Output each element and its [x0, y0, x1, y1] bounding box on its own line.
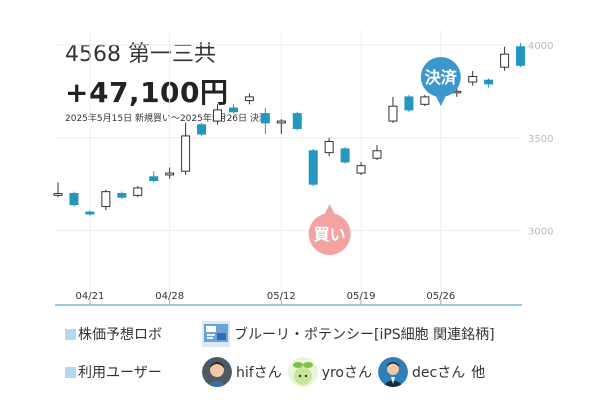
candle-body	[85, 211, 95, 215]
candle-body	[356, 165, 366, 174]
user-hif[interactable]: hifさん	[202, 357, 282, 387]
candle-body	[468, 75, 478, 83]
users-row: 利用ユーザー hifさん yroさん	[65, 357, 485, 387]
candle	[181, 122, 191, 175]
candle-body	[324, 140, 334, 154]
y-tick-label: 4000	[528, 41, 553, 52]
candle-body	[213, 109, 222, 122]
candle	[165, 167, 175, 179]
candle-body	[165, 172, 175, 176]
candle-body	[101, 191, 111, 208]
robot-label: 株価予想ロボ	[78, 327, 162, 343]
users-label: 利用ユーザー	[78, 365, 162, 381]
candle	[372, 145, 382, 161]
candle-body	[117, 193, 127, 198]
user-name[interactable]: yroさん	[321, 365, 373, 381]
candle-body	[197, 124, 207, 135]
candle	[69, 191, 79, 207]
robot-name-link[interactable]: ブルーリ・ポテンシー[iPS細胞 関連銘柄]	[234, 327, 495, 343]
candle-body	[260, 113, 270, 124]
x-tick-label: 05/12	[267, 291, 296, 302]
candle	[149, 171, 159, 183]
candle	[260, 108, 270, 135]
candle-body	[181, 135, 191, 172]
candle-body	[340, 148, 350, 163]
sell-marker-label: 決済	[425, 68, 458, 87]
candle	[53, 182, 63, 198]
candle	[101, 189, 111, 211]
candle	[292, 111, 302, 131]
candle	[197, 122, 207, 136]
bullet-square	[65, 328, 76, 340]
candle-body	[308, 150, 318, 185]
candle	[404, 95, 414, 112]
man-avatar-icon	[202, 357, 232, 387]
candle	[420, 95, 430, 107]
sell-marker-pointer	[434, 94, 447, 106]
candle-body	[276, 120, 286, 124]
candle	[340, 147, 350, 164]
candle-body	[149, 176, 159, 182]
candle-body	[133, 187, 143, 196]
y-tick-label: 3500	[528, 134, 553, 145]
candle	[356, 161, 366, 175]
buy-marker-label: 買い	[314, 225, 346, 244]
candle	[117, 191, 127, 200]
user-name[interactable]: decさん	[412, 365, 466, 381]
user-yro[interactable]: yroさん	[287, 357, 373, 387]
candle	[213, 104, 222, 125]
candle-body	[516, 46, 526, 66]
candle	[308, 148, 318, 187]
user-name[interactable]: hifさん	[236, 365, 282, 381]
bullet-square	[65, 366, 76, 378]
candle-body	[388, 105, 398, 122]
candle	[276, 119, 286, 135]
user-dec[interactable]: decさん	[378, 357, 465, 387]
sell-marker-bubble	[420, 57, 461, 97]
robot-row: 株価予想ロボ ブルーリ・ポテンシー[iPS細胞 関連銘柄]	[65, 321, 495, 347]
x-tick-label: 04/21	[75, 291, 104, 302]
candle-body	[484, 79, 494, 85]
x-tick-label: 04/28	[155, 291, 184, 302]
others-link[interactable]: 他	[471, 365, 486, 381]
candle	[85, 210, 95, 216]
candle	[133, 186, 143, 198]
candle-body	[69, 193, 79, 206]
candle	[516, 43, 526, 68]
x-tick-label: 05/19	[347, 291, 376, 302]
x-tick-label: 05/26	[426, 291, 455, 302]
candle-body	[404, 96, 414, 111]
y-tick-label: 3000	[528, 227, 553, 238]
candle	[468, 70, 478, 86]
candle-body	[292, 113, 302, 129]
buy-marker-bubble	[308, 213, 351, 255]
sprout-avatar-icon	[287, 357, 318, 387]
candle	[500, 46, 510, 71]
trade-period: 2025年5月15日 新規買い～2025年5月26日 決済	[65, 114, 268, 124]
candle-body	[53, 193, 63, 196]
candle-body	[228, 107, 238, 113]
businessman-avatar-icon	[378, 357, 409, 387]
candle	[484, 78, 494, 88]
candle	[244, 93, 254, 105]
candle-body	[372, 150, 382, 159]
candle	[228, 104, 238, 114]
candle-body	[500, 53, 510, 68]
candle	[324, 137, 334, 157]
robot-thumbnail-icon[interactable]	[202, 321, 230, 347]
sell-marker: 決済	[420, 57, 461, 106]
candle-body	[420, 96, 430, 105]
buy-marker-pointer	[323, 204, 336, 216]
candle	[388, 96, 398, 123]
profit-amount: +47,100円	[65, 76, 229, 109]
buy-marker: 買い	[308, 204, 351, 255]
candle-body	[244, 96, 254, 102]
